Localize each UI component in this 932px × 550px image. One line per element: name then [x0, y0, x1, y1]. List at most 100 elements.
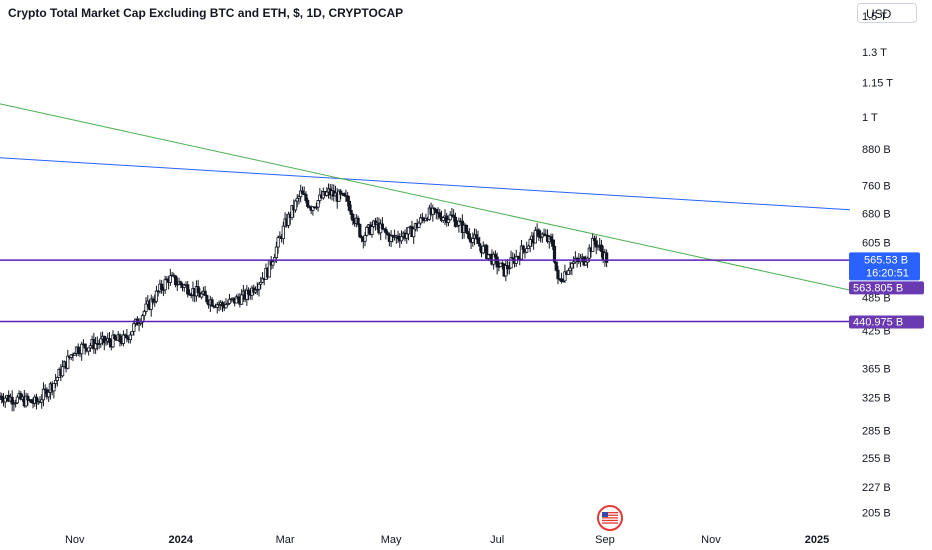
x-tick-label: 2024 — [169, 534, 194, 546]
candle — [559, 272, 564, 284]
candle — [495, 252, 499, 275]
currency-button[interactable]: USD — [857, 3, 917, 23]
flag-stripe — [602, 514, 618, 516]
candle — [493, 250, 497, 264]
candle-body — [41, 388, 46, 401]
level-price-label: 440.975 B — [853, 316, 903, 328]
candle-body — [570, 262, 574, 269]
candle-body — [80, 343, 84, 355]
y-tick-label: 285 B — [862, 425, 891, 437]
candle-body — [540, 233, 544, 238]
candle — [88, 342, 92, 352]
flag-stripe — [602, 512, 618, 514]
x-tick-label: May — [381, 534, 402, 546]
candle — [179, 280, 183, 289]
candle — [60, 360, 65, 378]
candle-body — [113, 334, 117, 340]
candle — [481, 241, 485, 255]
candle — [359, 234, 364, 243]
candle-body — [325, 191, 329, 196]
candle-body — [339, 190, 343, 195]
y-tick-label: 1.3 T — [862, 47, 887, 59]
candle — [253, 286, 258, 295]
candle-body — [245, 289, 249, 300]
candle — [186, 281, 190, 298]
candle — [210, 297, 214, 307]
candle-body — [592, 237, 597, 242]
us-flag-icon[interactable] — [597, 505, 623, 531]
candle — [168, 268, 172, 286]
candle — [347, 195, 351, 212]
candle-body — [215, 303, 219, 308]
candle-body — [563, 271, 567, 282]
candle — [572, 256, 576, 269]
candle-body — [290, 205, 294, 219]
candle-body — [94, 343, 98, 350]
candle-body — [151, 298, 155, 303]
candle — [99, 332, 103, 348]
candle-body — [3, 397, 7, 403]
candle-body — [521, 245, 525, 250]
candle — [406, 227, 411, 241]
candle-body — [19, 393, 23, 400]
candle — [160, 280, 164, 294]
candle-body — [182, 284, 186, 288]
candle-body — [0, 395, 4, 400]
candle-body — [60, 366, 65, 377]
candle — [505, 259, 510, 275]
candle-body — [87, 347, 91, 352]
candle — [379, 219, 383, 241]
candle — [24, 392, 28, 408]
candle-body — [453, 216, 458, 227]
candle — [142, 309, 146, 321]
current-price-label: 565.53 B — [864, 254, 908, 266]
candle-body — [396, 235, 400, 240]
y-tick-label: 485 B — [862, 293, 891, 305]
candle — [226, 300, 230, 307]
countdown-label: 16:20:51 — [866, 267, 909, 279]
flag-stripe — [602, 517, 618, 519]
candle — [316, 199, 320, 212]
x-tick-label: Nov — [701, 534, 721, 546]
candle-body — [337, 190, 341, 202]
candle-body — [144, 303, 148, 312]
candle — [346, 191, 350, 207]
candle-body — [455, 224, 459, 227]
candle — [599, 239, 604, 258]
candle-body — [297, 196, 301, 199]
candle-body — [187, 293, 192, 296]
candle-body — [591, 237, 595, 252]
candle-body — [54, 380, 58, 384]
candle — [399, 230, 404, 244]
candle — [453, 212, 458, 228]
candle — [596, 245, 600, 251]
candle — [307, 205, 312, 209]
candle-body — [271, 261, 275, 266]
candle — [521, 244, 525, 255]
candle — [464, 223, 468, 234]
candle-body — [605, 252, 609, 263]
candle — [187, 289, 192, 296]
candle — [102, 335, 106, 351]
candle-body — [380, 223, 385, 230]
candle — [94, 336, 98, 354]
candle — [465, 225, 470, 239]
x-tick-label: Nov — [65, 534, 85, 546]
candle — [200, 291, 204, 300]
candle-body — [572, 261, 576, 264]
candle — [412, 226, 416, 244]
candle-body — [293, 200, 298, 211]
candle-body — [226, 302, 230, 305]
candle-body — [599, 244, 604, 252]
candle-body — [52, 383, 56, 392]
candle-body — [499, 262, 503, 267]
candle-body — [584, 261, 588, 266]
candle — [485, 243, 489, 260]
candle — [111, 330, 115, 349]
candle — [255, 282, 259, 295]
candle-body — [153, 300, 157, 303]
candle-body — [189, 294, 193, 297]
x-tick-label: Mar — [276, 534, 295, 546]
candle — [125, 328, 129, 343]
